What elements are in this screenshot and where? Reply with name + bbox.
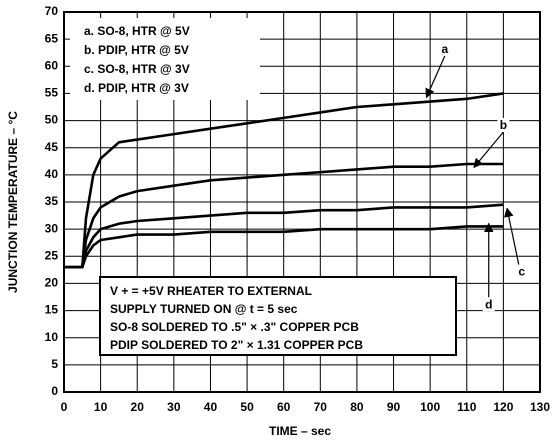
y-axis-label: JUNCTION TEMPERATURE – °C <box>6 111 20 293</box>
y-tick-label: 60 <box>45 58 59 72</box>
series-line <box>64 225 504 269</box>
y-tick-label: 65 <box>45 31 59 45</box>
annotation: c <box>518 265 525 279</box>
y-tick-label: 25 <box>45 248 59 262</box>
x-tick-label: 120 <box>493 400 513 414</box>
legend-entry: c. SO-8, HTR @ 3V <box>84 62 190 76</box>
series-line <box>64 92 504 269</box>
note-text: V + = +5V RHEATER TO EXTERNAL <box>110 284 312 298</box>
legend-entry: b. PDIP, HTR @ 5V <box>84 43 189 57</box>
y-tick-label: 30 <box>45 221 59 235</box>
annotation: a <box>441 42 448 56</box>
note-text: PDIP SOLDERED TO 2" × 1.31 COPPER PCB <box>110 338 363 352</box>
y-tick-label: 15 <box>45 303 59 317</box>
x-tick-label: 0 <box>61 400 68 414</box>
y-tick-label: 45 <box>45 140 59 154</box>
legend-box <box>70 18 260 100</box>
x-tick-label: 90 <box>387 400 401 414</box>
x-tick-label: 20 <box>131 400 145 414</box>
y-tick-label: 40 <box>45 167 59 181</box>
annotation-bg <box>515 264 528 279</box>
y-tick-label: 20 <box>45 276 59 290</box>
x-tick-label: 40 <box>204 400 218 414</box>
x-tick-label: 10 <box>94 400 108 414</box>
annotation-arrow <box>425 55 446 99</box>
y-tick-label: 35 <box>45 194 59 208</box>
x-tick-label: 70 <box>314 400 328 414</box>
x-tick-label: 80 <box>350 400 364 414</box>
y-tick-label: 10 <box>45 330 59 344</box>
x-axis-label: TIME – sec <box>269 424 331 438</box>
annotation-arrow <box>473 131 504 169</box>
annotation-bg <box>438 42 451 56</box>
annotation-bg <box>482 297 495 312</box>
x-tick-label: 60 <box>277 400 291 414</box>
x-tick-label: 30 <box>167 400 181 414</box>
x-tick-label: 110 <box>457 400 477 414</box>
series-line <box>64 162 504 269</box>
plot-frame <box>63 11 541 393</box>
note-text: SO-8 SOLDERED TO .5" × .3" COPPER PCB <box>110 320 359 334</box>
legend-entry: a. SO-8, HTR @ 5V <box>84 24 190 38</box>
note-box <box>99 276 457 356</box>
y-tick-label: 5 <box>51 357 58 371</box>
annotation-bg <box>497 118 510 132</box>
y-tick-label: 50 <box>45 113 59 127</box>
x-tick-label: 50 <box>240 400 254 414</box>
x-tick-label: 130 <box>530 400 550 414</box>
annotation: d <box>485 297 492 311</box>
y-tick-label: 0 <box>51 384 58 398</box>
x-tick-label: 100 <box>420 400 440 414</box>
legend-entry: d. PDIP, HTR @ 3V <box>84 81 189 95</box>
note-text: SUPPLY TURNED ON @ t = 5 sec <box>110 302 298 316</box>
series-line <box>64 203 504 269</box>
y-tick-label: 55 <box>45 86 59 100</box>
annotation: b <box>500 118 507 132</box>
y-tick-label: 70 <box>45 4 59 18</box>
